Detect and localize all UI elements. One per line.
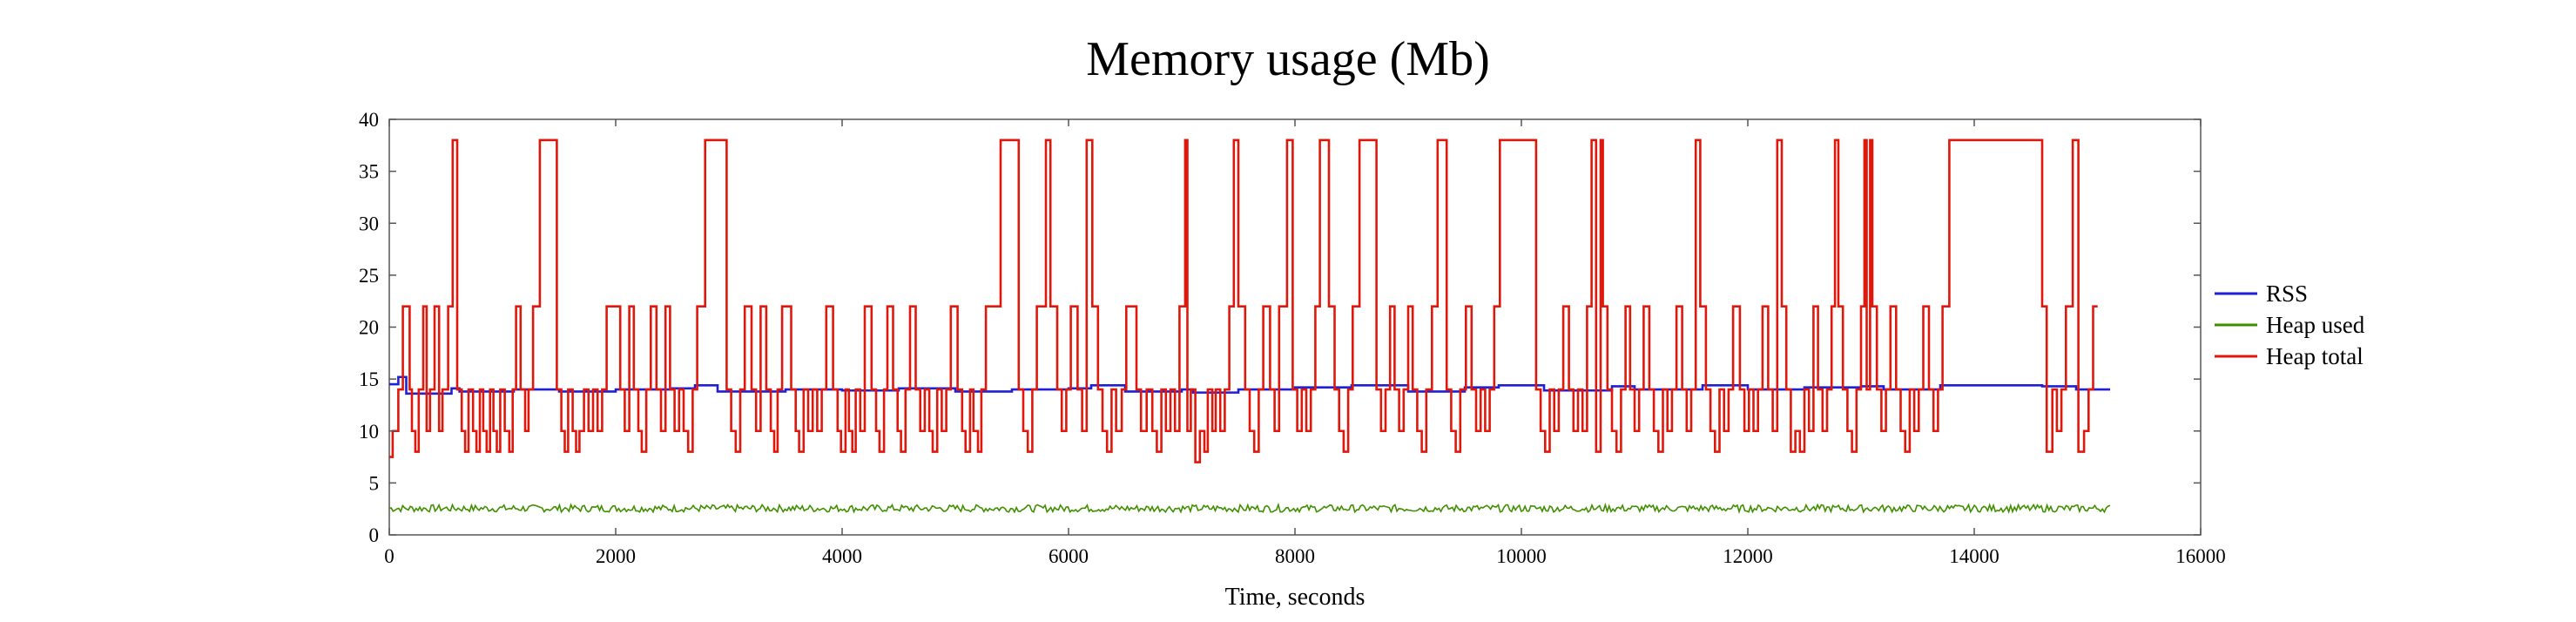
- x-tick-label: 12000: [1723, 545, 1773, 567]
- series-layer: [388, 139, 2111, 515]
- x-tick-label: 2000: [596, 545, 636, 567]
- y-tick-label: 15: [359, 368, 379, 390]
- y-tick-label: 35: [359, 161, 379, 183]
- y-tick-label: 10: [359, 421, 379, 443]
- chart-title: Memory usage (Mb): [1086, 32, 1489, 86]
- y-tick-label: 0: [369, 524, 380, 546]
- x-tick-label: 6000: [1049, 545, 1089, 567]
- series-line-heap-total: [389, 139, 2098, 463]
- x-tick-label: 10000: [1496, 545, 1547, 567]
- legend-label: RSS: [2266, 281, 2308, 307]
- x-axis-ticks: 0 2000 4000 6000 8000 10000 12000 14000 16000: [384, 119, 2226, 567]
- x-tick-label: 8000: [1275, 545, 1315, 567]
- x-tick-label: 0: [384, 545, 394, 567]
- series-line-heap-used: [388, 502, 2111, 515]
- y-tick-label: 30: [359, 213, 379, 234]
- x-axis-title: Time, seconds: [1225, 584, 1366, 611]
- legend-label: Heap total: [2266, 343, 2364, 369]
- y-tick-label: 25: [359, 265, 379, 287]
- legend-label: Heap used: [2266, 312, 2365, 338]
- y-tick-label: 20: [359, 317, 379, 339]
- y-axis-ticks: 0 5 10 15 20 25 30 35 40: [359, 109, 2201, 546]
- x-tick-label: 14000: [1949, 545, 1999, 567]
- plot-frame: [388, 118, 2202, 536]
- x-tick-label: 16000: [2175, 545, 2226, 567]
- x-tick-label: 4000: [822, 545, 862, 567]
- y-tick-label: 40: [359, 109, 379, 131]
- y-tick-label: 5: [369, 472, 380, 494]
- legend: RSS Heap used Heap total: [2215, 281, 2365, 369]
